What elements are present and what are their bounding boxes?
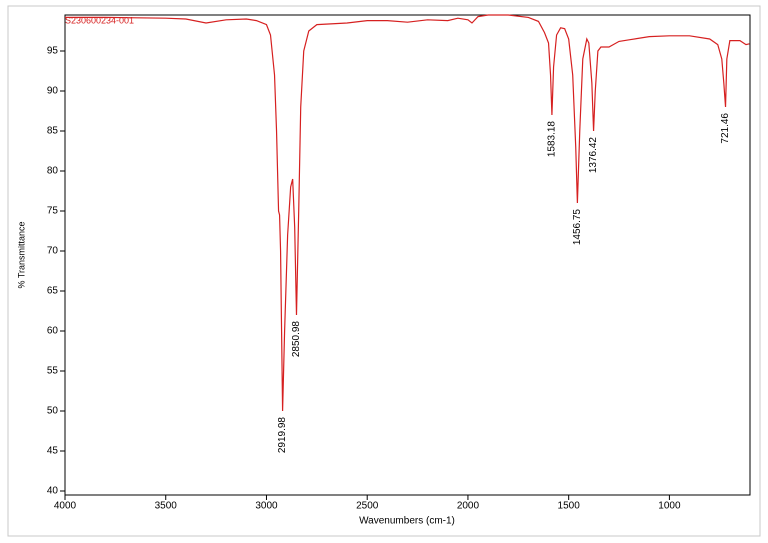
y-tick-label: 90 [47,86,59,97]
x-tick-label: 3000 [255,501,278,512]
y-tick-label: 95 [47,46,59,57]
y-tick-label: 60 [47,326,59,337]
y-tick-label: 85 [47,126,59,137]
x-tick-label: 2500 [356,501,379,512]
frame [7,5,761,537]
y-tick-label: 50 [47,406,59,417]
y-tick-label: 55 [47,366,59,377]
spectrum-line [65,14,750,412]
y-tick-label: 75 [47,206,59,217]
y-axis-title: % Transmittance [16,221,26,288]
peak-label: 1456.75 [572,209,583,246]
peak-label: 2850.98 [291,321,302,358]
x-axis-title: Wavenumbers (cm-1) [359,516,455,527]
chart-title: S230600234-001 [65,15,134,25]
y-tick-label: 45 [47,446,59,457]
x-tick-label: 4000 [54,501,77,512]
plot-area [64,14,751,496]
y-tick-label: 40 [47,486,59,497]
x-tick-label: 1000 [658,501,681,512]
y-tick-label: 80 [47,166,59,177]
y-tick-label: 70 [47,246,59,257]
peak-label: 721.46 [720,113,731,144]
x-tick-label: 2000 [457,501,480,512]
x-tick-label: 3500 [155,501,178,512]
peak-label: 1583.18 [547,121,558,158]
peak-label: 1376.42 [588,137,599,174]
x-tick-label: 1500 [558,501,581,512]
y-tick-label: 65 [47,286,59,297]
peak-label: 2919.98 [277,417,288,454]
